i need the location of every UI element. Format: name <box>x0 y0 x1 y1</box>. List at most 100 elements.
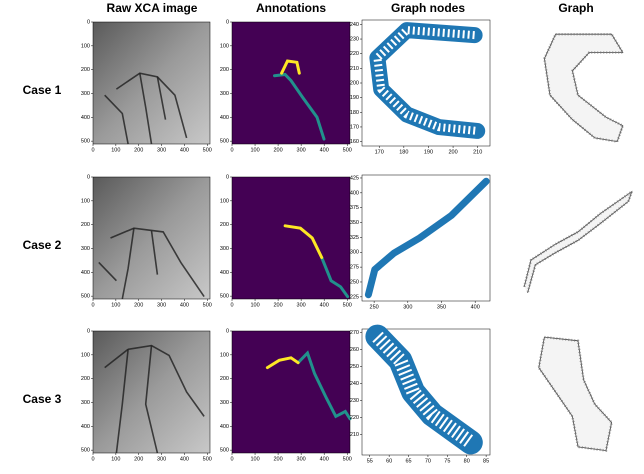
node-cloud <box>364 177 490 299</box>
y-tick-label: 0 <box>226 174 229 180</box>
x-tick-label: 0 <box>91 456 94 462</box>
y-tick-label: 325 <box>350 235 359 241</box>
y-tick-label: 300 <box>350 250 359 256</box>
y-tick-label: 180 <box>350 110 359 116</box>
x-tick-label: 400 <box>180 302 189 308</box>
x-tick-label: 170 <box>375 149 384 155</box>
x-tick-label: 200 <box>448 149 457 155</box>
y-tick-label: 350 <box>350 220 359 226</box>
x-tick-label: 200 <box>134 456 143 462</box>
y-tick-label: 200 <box>81 222 90 228</box>
annotation-vessel <box>273 72 326 141</box>
x-tick-label: 500 <box>343 147 352 153</box>
y-tick-label: 400 <box>350 190 359 196</box>
x-tick-label: 500 <box>203 456 212 462</box>
x-tick-label: 300 <box>157 147 166 153</box>
x-tick-label: 400 <box>180 147 189 153</box>
y-tick-label: 275 <box>350 265 359 271</box>
x-tick-label: 210 <box>473 149 482 155</box>
x-tick-label: 55 <box>367 458 373 464</box>
x-tick-label: 350 <box>437 304 446 310</box>
graph-outline <box>543 33 624 143</box>
x-tick-label: 0 <box>91 147 94 153</box>
x-tick-label: 70 <box>425 458 431 464</box>
x-tick-label: 100 <box>250 456 259 462</box>
y-tick-label: 0 <box>87 328 90 334</box>
node-gaps <box>373 26 478 135</box>
x-tick-label: 300 <box>297 147 306 153</box>
column-header: Raw XCA image <box>107 1 198 15</box>
y-tick-label: 400 <box>81 270 90 276</box>
y-tick-label: 200 <box>350 80 359 86</box>
vessel <box>150 230 159 275</box>
x-tick-label: 75 <box>444 458 450 464</box>
vessel <box>115 349 129 454</box>
vessel <box>144 345 159 454</box>
annotation-vessel <box>296 350 352 421</box>
annotation-segment <box>265 356 300 370</box>
x-tick-label: 190 <box>424 149 433 155</box>
y-tick-label: 375 <box>350 205 359 211</box>
x-tick-label: 400 <box>471 304 480 310</box>
x-tick-label: 85 <box>483 458 489 464</box>
x-tick-label: 400 <box>320 147 329 153</box>
row-label: Case 1 <box>23 83 62 97</box>
y-tick-label: 260 <box>350 347 359 353</box>
x-tick-label: 200 <box>134 302 143 308</box>
x-tick-label: 500 <box>343 456 352 462</box>
y-tick-label: 250 <box>350 364 359 370</box>
y-tick-label: 0 <box>87 19 90 25</box>
annotation-segment <box>283 224 324 259</box>
annotation-vessel <box>320 256 350 299</box>
x-tick-label: 100 <box>111 147 120 153</box>
y-tick-label: 220 <box>350 415 359 421</box>
y-tick-label: 210 <box>350 432 359 438</box>
y-tick-label: 100 <box>220 352 229 358</box>
vessel <box>98 261 117 282</box>
y-tick-label: 190 <box>350 95 359 101</box>
y-tick-label: 300 <box>81 246 90 252</box>
x-tick-label: 250 <box>370 304 379 310</box>
x-tick-label: 0 <box>91 302 94 308</box>
y-tick-label: 500 <box>220 139 229 145</box>
x-tick-label: 180 <box>399 149 408 155</box>
annotation-segment <box>280 59 301 75</box>
y-tick-label: 300 <box>220 91 229 97</box>
y-tick-label: 160 <box>350 139 359 145</box>
y-tick-label: 300 <box>81 400 90 406</box>
y-tick-label: 270 <box>350 330 359 336</box>
x-tick-label: 300 <box>297 302 306 308</box>
y-tick-label: 500 <box>220 294 229 300</box>
y-tick-label: 100 <box>81 43 90 49</box>
vessel <box>127 344 205 417</box>
node-cloud <box>365 324 483 455</box>
column-header: Graph nodes <box>391 1 465 15</box>
y-tick-label: 500 <box>81 448 90 454</box>
y-tick-label: 500 <box>81 294 90 300</box>
x-tick-label: 200 <box>274 147 283 153</box>
y-tick-label: 200 <box>220 376 229 382</box>
vessel <box>139 73 153 145</box>
column-header: Graph <box>558 1 593 15</box>
y-tick-label: 210 <box>350 66 359 72</box>
y-tick-label: 425 <box>350 175 359 181</box>
graph-outline <box>523 190 633 294</box>
y-tick-label: 220 <box>350 51 359 57</box>
vessel <box>104 94 129 145</box>
x-tick-label: 65 <box>405 458 411 464</box>
x-tick-label: 100 <box>111 456 120 462</box>
x-tick-label: 300 <box>157 302 166 308</box>
x-tick-label: 80 <box>464 458 470 464</box>
x-tick-label: 300 <box>297 456 306 462</box>
y-tick-label: 0 <box>87 174 90 180</box>
vessel <box>156 76 167 120</box>
y-tick-label: 0 <box>226 328 229 334</box>
y-tick-label: 240 <box>350 381 359 387</box>
x-tick-label: 400 <box>320 302 329 308</box>
vessel <box>121 228 135 300</box>
y-tick-label: 170 <box>350 124 359 130</box>
y-tick-label: 0 <box>226 19 229 25</box>
x-tick-label: 100 <box>111 302 120 308</box>
y-tick-label: 250 <box>350 279 359 285</box>
